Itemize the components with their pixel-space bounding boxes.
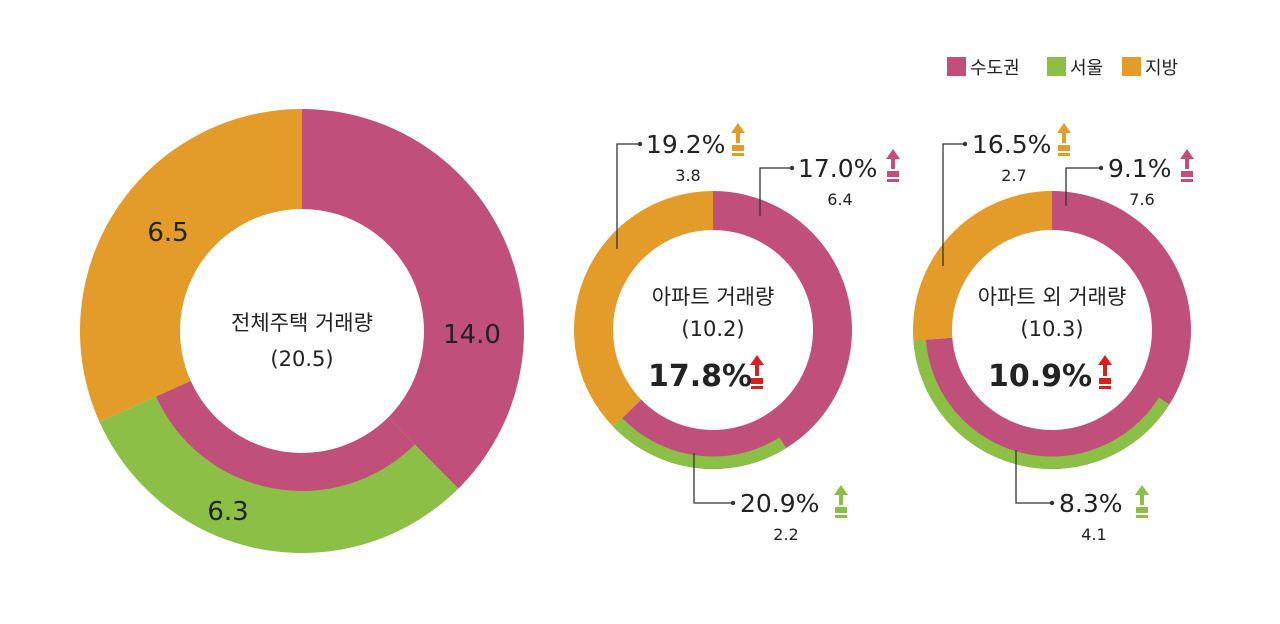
donut-slice-provinces (80, 109, 302, 422)
callout-value-provinces: 2.7 (1001, 166, 1026, 185)
segment-label-provinces: 6.5 (147, 218, 188, 248)
up-arrow-icon (1135, 485, 1149, 518)
callout-change-provinces: 16.5% (972, 130, 1051, 159)
donut-slice-metro-inner (155, 380, 415, 491)
leader-line-metro (1065, 167, 1101, 206)
callout-value-provinces: 3.8 (675, 166, 700, 185)
up-arrow-icon (731, 123, 745, 156)
leader-dot (730, 500, 736, 506)
callout-change-seoul: 8.3% (1059, 489, 1123, 518)
donut-slice-metro (302, 109, 525, 489)
legend-swatch-metro (947, 57, 966, 76)
callout-change-provinces: 19.2% (646, 130, 725, 159)
leader-line-provinces (942, 143, 965, 266)
segment-label-metro: 14.0 (443, 320, 501, 350)
donut-slice-provinces (913, 191, 1052, 341)
donut-total-housing (80, 109, 525, 554)
legend-label-metro: 수도권 (970, 58, 1020, 79)
center-total: (20.5) (270, 347, 333, 371)
donut-slice-seoul (613, 418, 787, 469)
callout-change-metro: 9.1% (1108, 154, 1172, 183)
up-arrow-icon (750, 355, 764, 389)
legend-swatch-seoul (1047, 57, 1066, 76)
center-change: 17.8% (648, 359, 752, 394)
center-title: 전체주택 거래량 (231, 311, 373, 335)
segment-label-seoul: 6.3 (207, 497, 248, 527)
donut-slice-provinces (574, 191, 713, 427)
leader-dot (962, 141, 968, 147)
callout-change-seoul: 20.9% (740, 489, 819, 518)
leader-dot (1098, 165, 1104, 171)
legend-label-seoul: 서울 (1070, 58, 1103, 79)
donut-non-apartment (913, 191, 1191, 470)
leader-line-metro (759, 167, 792, 216)
callout-value-seoul: 2.2 (773, 525, 798, 544)
leader-dot (789, 165, 795, 171)
callout-value-metro: 7.6 (1129, 190, 1154, 209)
up-arrow-icon (834, 485, 848, 518)
leader-line-seoul (1015, 450, 1052, 504)
legend-label-provinces: 지방 (1145, 58, 1178, 79)
callout-value-seoul: 4.1 (1081, 525, 1106, 544)
center-title: 아파트 거래량 (652, 285, 775, 309)
leader-dot (1049, 500, 1055, 506)
up-arrow-icon (1180, 149, 1194, 182)
up-arrow-icon (1098, 355, 1112, 389)
donut-slice-seoul (913, 339, 1170, 470)
callout-value-metro: 6.4 (827, 190, 852, 209)
up-arrow-icon (886, 149, 900, 182)
leader-line-seoul (693, 453, 733, 504)
donut-slice-metro (613, 191, 853, 470)
center-title: 아파트 외 거래량 (978, 285, 1127, 309)
leader-dot (637, 141, 643, 147)
center-change: 10.9% (988, 359, 1092, 394)
leader-line-provinces (616, 143, 640, 249)
callout-change-metro: 17.0% (798, 154, 877, 183)
legend-swatch-provinces (1122, 57, 1141, 76)
donut-apartment (574, 191, 853, 470)
legend: 수도권 서울 지방 (947, 57, 1178, 79)
up-arrow-icon (1057, 123, 1071, 156)
center-total: (10.3) (1020, 317, 1083, 341)
center-total: (10.2) (681, 317, 744, 341)
